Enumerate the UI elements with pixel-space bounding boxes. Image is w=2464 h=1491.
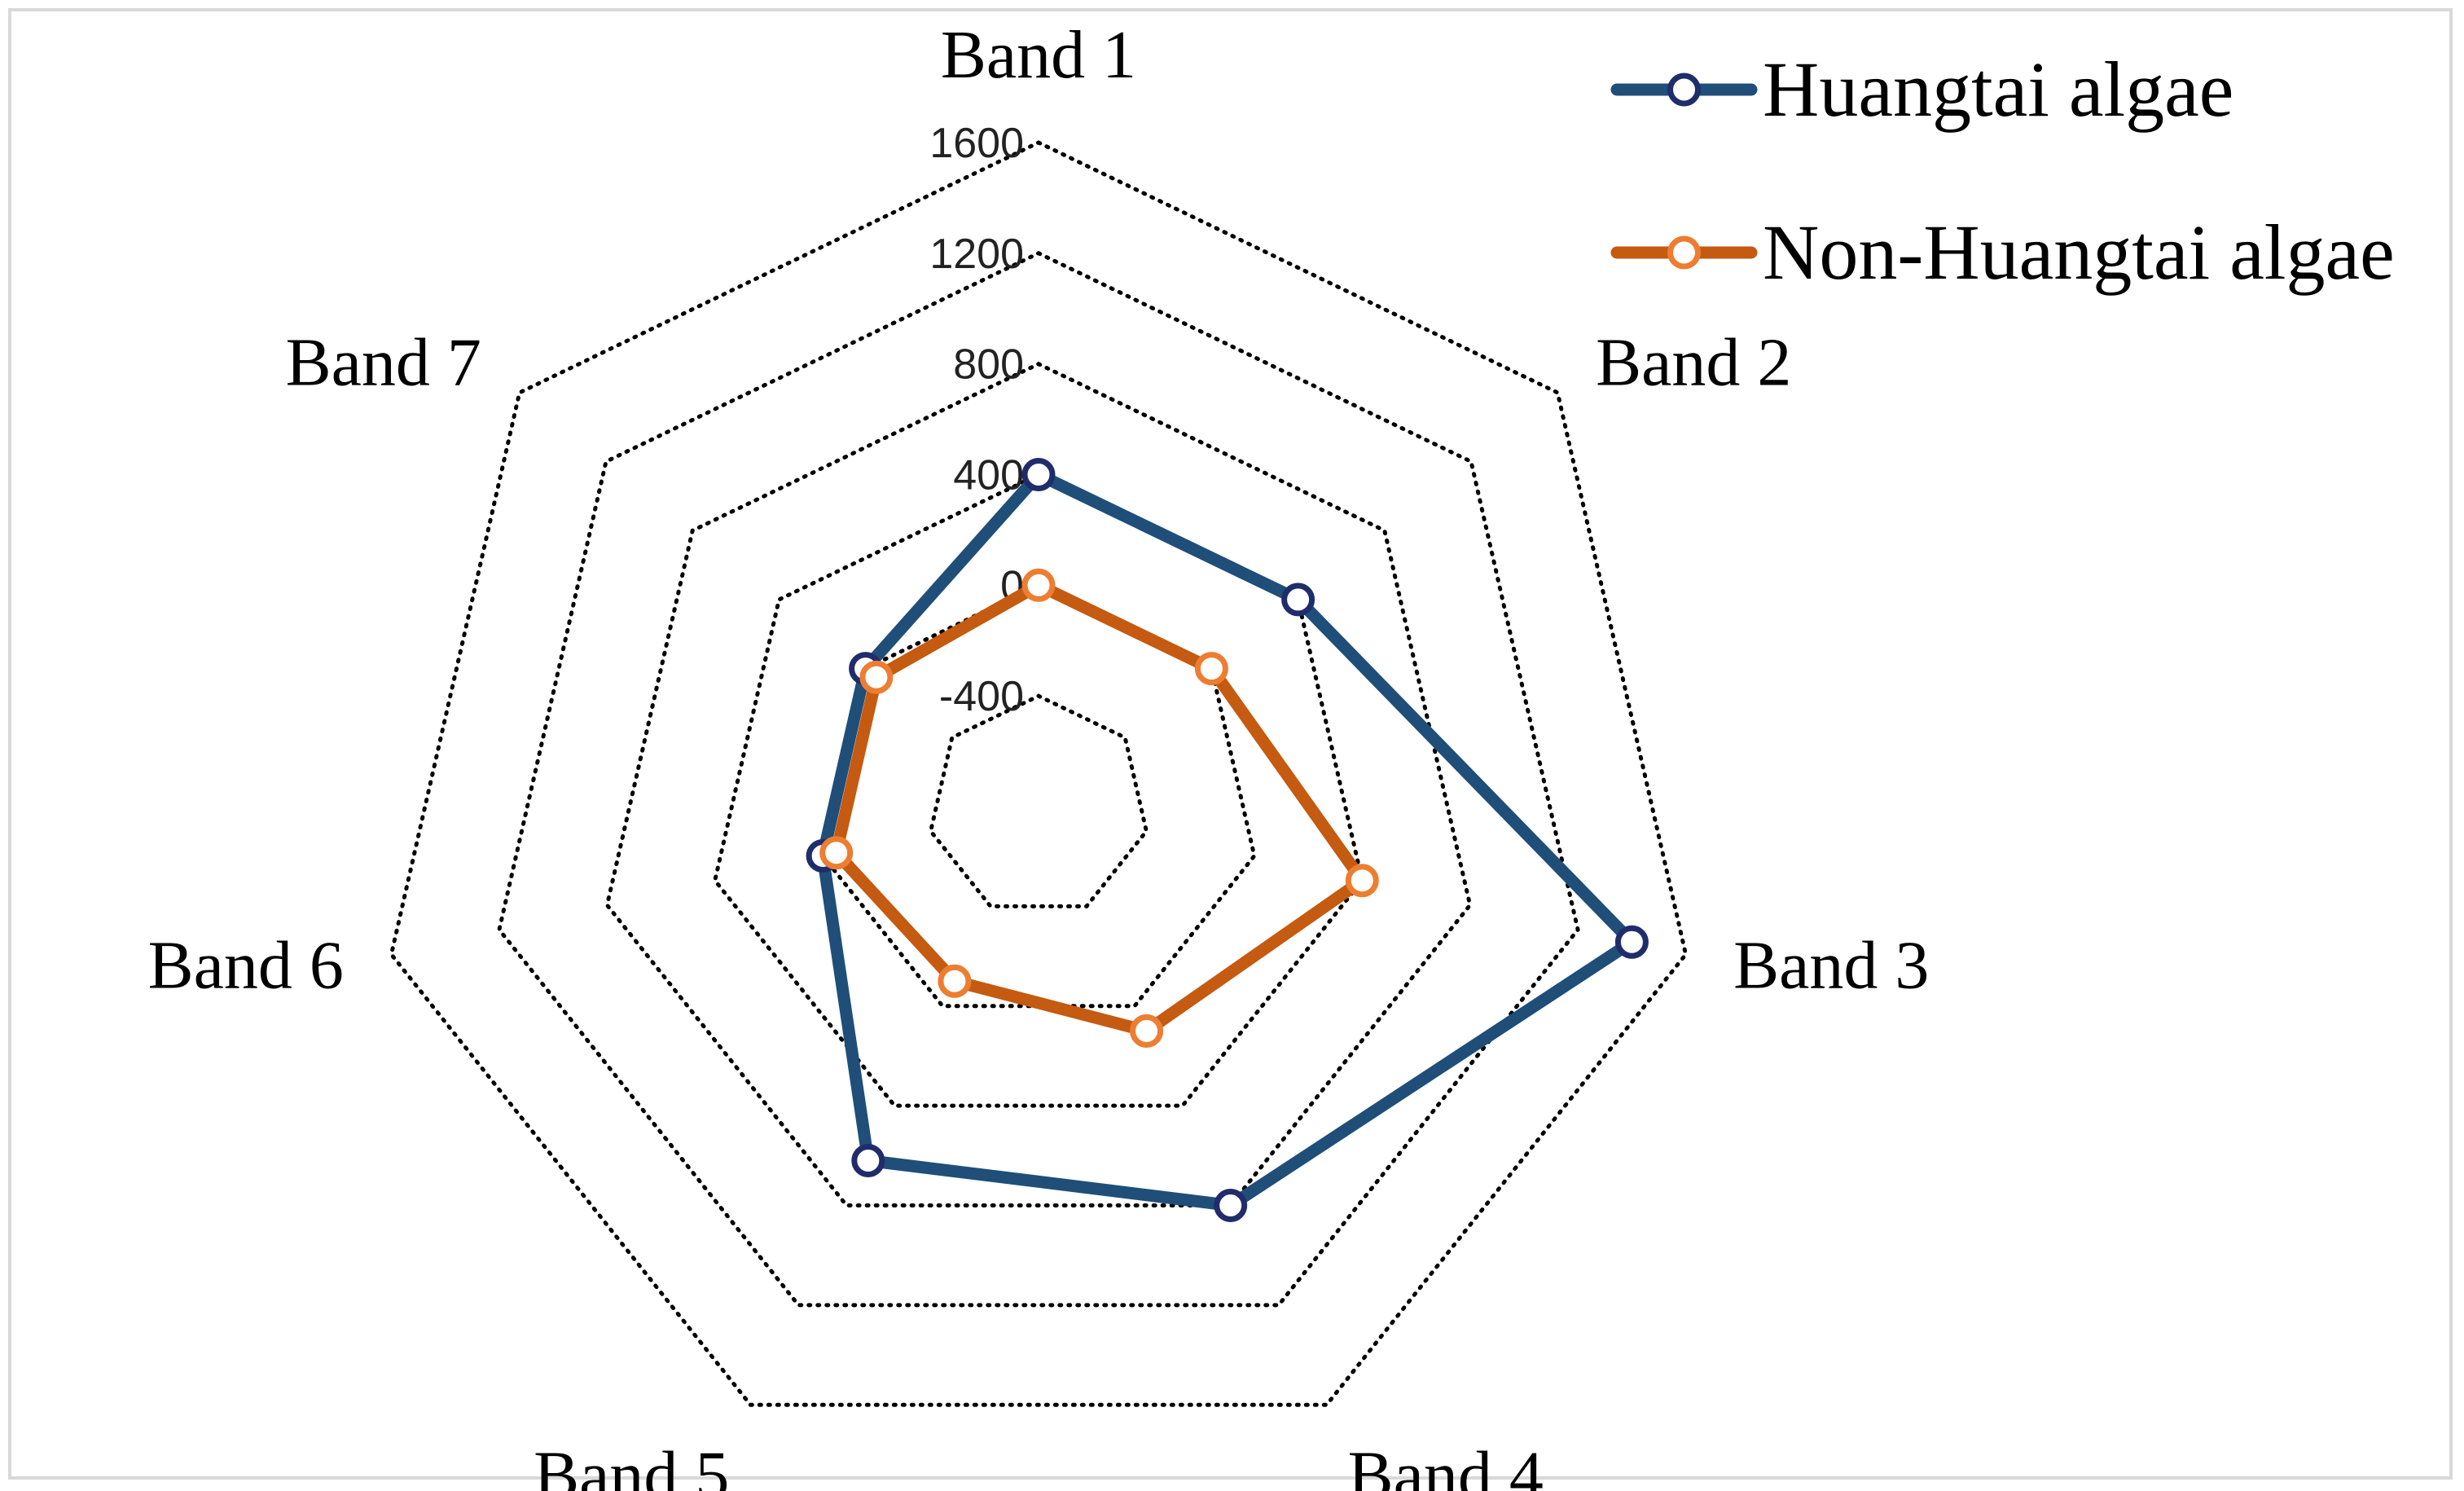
category-label-3: Band 3 bbox=[1733, 928, 1929, 1004]
grid-ring-5 bbox=[389, 140, 1689, 1407]
series-line-huangtai-algae bbox=[816, 468, 1638, 1212]
r-tick-label-0: -400 bbox=[939, 673, 1024, 720]
data-point-non-huangtai-algae-7 bbox=[859, 660, 894, 694]
legend-swatch-marker-non-huangtai-algae bbox=[1667, 235, 1701, 270]
r-tick-label-4: 1200 bbox=[929, 231, 1024, 278]
grid-ring-0 bbox=[928, 693, 1149, 908]
data-point-huangtai-algae-5 bbox=[851, 1144, 885, 1177]
data-point-huangtai-algae-3 bbox=[1614, 925, 1649, 959]
legend-item-huangtai-algae: Huangtai algae bbox=[1610, 46, 2233, 133]
category-label-4: Band 4 bbox=[1348, 1437, 1544, 1491]
radar-grid bbox=[389, 140, 1689, 1407]
r-tick-label-2: 400 bbox=[953, 452, 1024, 499]
legend-item-non-huangtai-algae: Non-Huangtai algae bbox=[1610, 209, 2395, 296]
data-point-non-huangtai-algae-5 bbox=[938, 964, 972, 998]
legend-swatch-marker-huangtai-algae bbox=[1667, 73, 1701, 107]
data-series bbox=[806, 458, 1649, 1222]
data-point-non-huangtai-algae-1 bbox=[1021, 568, 1056, 602]
legend-label-huangtai-algae: Huangtai algae bbox=[1763, 46, 2233, 133]
category-labels: Band 1 Band 2 Band 3 Band 4 Band 5 Band 6 Band… bbox=[148, 17, 1930, 1491]
category-label-1: Band 1 bbox=[941, 17, 1136, 93]
legend-label-non-huangtai-algae: Non-Huangtai algae bbox=[1763, 209, 2395, 296]
category-label-7: Band 7 bbox=[286, 324, 481, 400]
data-point-huangtai-algae-2 bbox=[1281, 583, 1315, 617]
data-point-non-huangtai-algae-2 bbox=[1194, 652, 1228, 686]
series-line-non-huangtai-algae bbox=[830, 578, 1368, 1037]
data-point-huangtai-algae-1 bbox=[1021, 458, 1056, 491]
category-label-6: Band 6 bbox=[148, 928, 344, 1004]
grid-ring-3 bbox=[604, 361, 1473, 1207]
category-label-5: Band 5 bbox=[534, 1437, 729, 1491]
series-non-huangtai-algae bbox=[819, 568, 1379, 1048]
category-label-2: Band 2 bbox=[1596, 324, 1791, 400]
data-point-non-huangtai-algae-3 bbox=[1345, 864, 1379, 898]
data-point-non-huangtai-algae-4 bbox=[1130, 1014, 1164, 1048]
grid-ring-4 bbox=[497, 251, 1580, 1308]
r-tick-label-3: 800 bbox=[953, 341, 1024, 389]
data-point-huangtai-algae-4 bbox=[1214, 1189, 1248, 1222]
data-point-non-huangtai-algae-6 bbox=[819, 836, 854, 870]
r-tick-label-5: 1600 bbox=[929, 120, 1024, 167]
legend: Huangtai algae Non-Huangtai algae bbox=[1610, 46, 2395, 296]
